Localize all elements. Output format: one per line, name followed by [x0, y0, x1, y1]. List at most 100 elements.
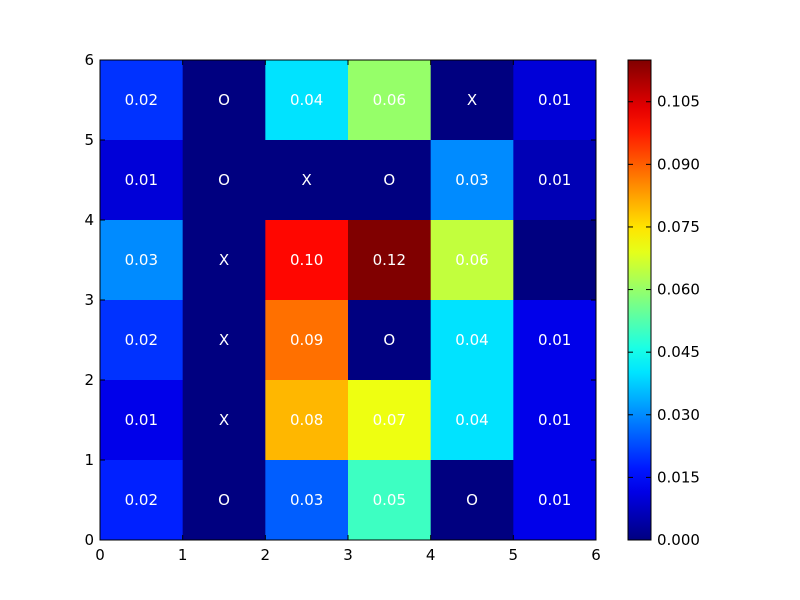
heatmap-cell-r2-c2 — [265, 220, 349, 301]
heatmap-cell-r5-c2 — [265, 460, 349, 541]
heatmap-cell-r2-c5 — [513, 220, 597, 301]
heatmap-cell-r2-c4 — [430, 220, 514, 301]
heatmap-cell-r4-c4 — [430, 380, 514, 461]
cell-label-r2-c3: 0.12 — [373, 251, 406, 269]
cell-label-r5-c4: O — [466, 491, 478, 509]
heatmap-cell-r1-c0 — [100, 140, 184, 221]
cell-label-r1-c2: X — [302, 171, 312, 189]
heatmap-cell-r4-c3 — [348, 380, 432, 461]
heatmap-cell-r4-c2 — [265, 380, 349, 461]
x-tick-label-0: 0 — [95, 546, 105, 564]
heatmap-cell-r2-c0 — [100, 220, 184, 301]
colorbar-ticks: 0.000 0.015 0.030 0.045 0.060 0.075 0.090 0.105 — [628, 93, 700, 549]
heatmap-cell-r1-c2 — [265, 140, 349, 221]
heatmap-cell-r0-c2 — [265, 60, 349, 141]
heatmap-cell-r0-c4 — [430, 60, 514, 141]
colorbar-tick-label-4: 0.060 — [657, 281, 700, 299]
cell-label-r2-c2: 0.10 — [290, 251, 323, 269]
cell-label-r5-c2: 0.03 — [290, 491, 323, 509]
heatmap-cell-r1-c4 — [430, 140, 514, 221]
cell-label-r0-c5: 0.01 — [538, 91, 571, 109]
cell-label-r5-c1: O — [218, 491, 230, 509]
cell-label-r2-c0: 0.03 — [125, 251, 158, 269]
cell-label-r4-c3: 0.07 — [373, 411, 406, 429]
heatmap-cell-r1-c1 — [182, 140, 266, 221]
cell-label-r2-c4: 0.06 — [455, 251, 488, 269]
cell-label-r0-c2: 0.04 — [290, 91, 323, 109]
heatmap-cell-r3-c3 — [348, 300, 432, 381]
cell-label-r3-c1: X — [219, 331, 229, 349]
heatmap-cell-r5-c5 — [513, 460, 597, 541]
heatmap-cell-r4-c1 — [182, 380, 266, 461]
heatmap-cell-r1-c3 — [348, 140, 432, 221]
cell-label-r1-c0: 0.01 — [125, 171, 158, 189]
cell-label-r3-c0: 0.02 — [125, 331, 158, 349]
cell-label-r4-c0: 0.01 — [125, 411, 158, 429]
cell-label-r0-c4: X — [467, 91, 477, 109]
heatmap-cell-r0-c0 — [100, 60, 184, 141]
x-tick-label-5: 5 — [509, 546, 519, 564]
cell-label-r3-c3: O — [383, 331, 395, 349]
heatmap-cell-r3-c2 — [265, 300, 349, 381]
cell-label-r5-c5: 0.01 — [538, 491, 571, 509]
heatmap-cell-r0-c3 — [348, 60, 432, 141]
heatmap-cells — [100, 60, 597, 541]
x-tick-label-4: 4 — [426, 546, 436, 564]
colorbar-tick-label-3: 0.045 — [657, 343, 700, 361]
cell-label-r0-c1: O — [218, 91, 230, 109]
cell-label-r0-c0: 0.02 — [125, 91, 158, 109]
x-tick-label-6: 6 — [591, 546, 601, 564]
cell-label-r1-c3: O — [383, 171, 395, 189]
colorbar-tick-label-0: 0.000 — [657, 531, 700, 549]
cell-label-r0-c3: 0.06 — [373, 91, 406, 109]
heatmap-cell-r1-c5 — [513, 140, 597, 221]
x-tick-label-3: 3 — [343, 546, 353, 564]
heatmap-cell-r4-c0 — [100, 380, 184, 461]
heatmap-cell-r4-c5 — [513, 380, 597, 461]
heatmap-cell-r5-c3 — [348, 460, 432, 541]
y-axis: 0 1 2 3 4 5 6 — [84, 51, 596, 549]
x-tick-label-2: 2 — [261, 546, 271, 564]
y-tick-label-3: 3 — [84, 291, 94, 309]
cell-label-r4-c1: X — [219, 411, 229, 429]
cell-label-r5-c3: 0.05 — [373, 491, 406, 509]
heatmap-cell-r3-c0 — [100, 300, 184, 381]
x-axis: 0 1 2 3 4 5 6 — [95, 60, 601, 564]
cell-label-r3-c5: 0.01 — [538, 331, 571, 349]
cell-label-r2-c1: X — [219, 251, 229, 269]
heatmap-cell-r0-c5 — [513, 60, 597, 141]
y-tick-label-1: 1 — [84, 451, 94, 469]
x-tick-label-1: 1 — [178, 546, 188, 564]
cell-label-r4-c2: 0.08 — [290, 411, 323, 429]
heatmap-cell-r3-c5 — [513, 300, 597, 381]
cell-label-r4-c5: 0.01 — [538, 411, 571, 429]
heatmap-cell-labels: 0.02 O 0.04 0.06 X 0.01 0.01 O X O 0.03 0.01 0.03 X 0.… — [125, 91, 572, 509]
colorbar-tick-label-2: 0.030 — [657, 406, 700, 424]
cell-label-r5-c0: 0.02 — [125, 491, 158, 509]
heatmap-cell-r3-c1 — [182, 300, 266, 381]
y-tick-label-6: 6 — [84, 51, 94, 69]
cell-label-r1-c1: O — [218, 171, 230, 189]
heatmap-cell-r2-c3 — [348, 220, 432, 301]
colorbar-tick-label-5: 0.075 — [657, 218, 700, 236]
cell-label-r4-c4: 0.04 — [455, 411, 488, 429]
cell-label-r1-c5: 0.01 — [538, 171, 571, 189]
colorbar-tick-label-7: 0.105 — [657, 93, 700, 111]
colorbar-tick-label-6: 0.090 — [657, 155, 700, 173]
heatmap-cell-r0-c1 — [182, 60, 266, 141]
cell-label-r3-c2: 0.09 — [290, 331, 323, 349]
heatmap-cell-r5-c4 — [430, 460, 514, 541]
heatmap-cell-r5-c0 — [100, 460, 184, 541]
colorbar — [627, 59, 652, 541]
y-tick-label-0: 0 — [84, 531, 94, 549]
colorbar-tick-label-1: 0.015 — [657, 468, 700, 486]
y-tick-label-4: 4 — [84, 211, 94, 229]
cell-label-r3-c4: 0.04 — [455, 331, 488, 349]
heatmap-cell-r3-c4 — [430, 300, 514, 381]
cell-label-r1-c4: 0.03 — [455, 171, 488, 189]
heatmap-cell-r5-c1 — [182, 460, 266, 541]
y-tick-label-5: 5 — [84, 131, 94, 149]
y-tick-label-2: 2 — [84, 371, 94, 389]
heatmap-cell-r2-c1 — [182, 220, 266, 301]
